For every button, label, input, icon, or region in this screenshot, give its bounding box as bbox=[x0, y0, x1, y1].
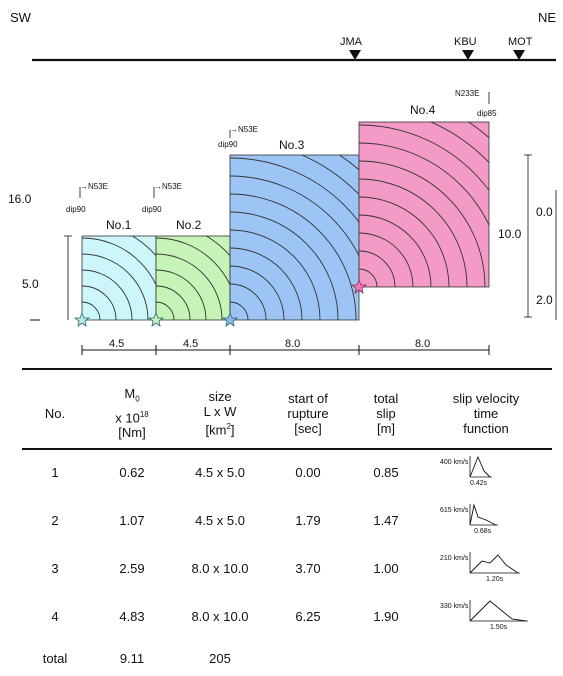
table-top-rule bbox=[22, 368, 552, 370]
strike-dip-no4: N233E dip85 bbox=[455, 89, 497, 118]
segment-label-no1: No.1 bbox=[106, 218, 132, 232]
strike-dip-no3: →N53E dip90 bbox=[218, 125, 258, 149]
station-kbu: KBU bbox=[454, 36, 477, 60]
width-label-10: 10.0 bbox=[498, 227, 522, 241]
svg-text:dip90: dip90 bbox=[66, 205, 86, 214]
table-header-row: No. M0 x 1018 [Nm] size L x W [km2] star… bbox=[22, 378, 552, 448]
segment-rect bbox=[230, 155, 359, 320]
table-row: 2 1.07 4.5 x 5.0 1.79 1.47 615 km/s 0.68… bbox=[22, 496, 552, 544]
col-svf: slip velocity time function bbox=[452, 390, 520, 436]
hypocenter-2-star-icon bbox=[147, 311, 165, 327]
col-m0: M0 x 1018 [Nm] bbox=[115, 386, 149, 440]
svg-text:dip85: dip85 bbox=[477, 109, 497, 118]
station-marker-icon bbox=[349, 50, 361, 60]
hypocenter-4-star-icon bbox=[350, 278, 368, 294]
svg-text:MOT: MOT bbox=[508, 36, 533, 48]
slip-velocity-function-4: 330 km/s 1.50s bbox=[440, 597, 532, 633]
hypocenter-1-star-icon bbox=[73, 311, 91, 327]
station-jma: JMA bbox=[340, 36, 363, 60]
hypocenter-3-star-icon bbox=[221, 311, 239, 327]
length-label-3: 8.0 bbox=[285, 338, 300, 350]
sw-label: SW bbox=[10, 10, 32, 25]
col-no: No. bbox=[44, 405, 66, 421]
table-row: 4 4.83 8.0 x 10.0 6.25 1.90 330 km/s 1.5… bbox=[22, 592, 552, 640]
svg-text:JMA: JMA bbox=[340, 36, 363, 48]
fault-model-diagram: SW NE JMA KBU MOT bbox=[8, 10, 557, 355]
svg-text:→N53E: →N53E bbox=[154, 182, 182, 191]
segment-rect bbox=[156, 236, 230, 320]
segment-no2 bbox=[155, 235, 231, 321]
segment-no4 bbox=[358, 121, 490, 288]
col-size: size L x W [km2] bbox=[203, 388, 237, 438]
segment-no1 bbox=[81, 235, 157, 321]
depth-label-2: 2.0 bbox=[536, 293, 553, 307]
station-mot: MOT bbox=[508, 36, 533, 60]
segment-label-no4: No.4 bbox=[410, 103, 436, 117]
length-label-4: 8.0 bbox=[415, 338, 430, 350]
slip-velocity-function-2: 615 km/s 0.68s bbox=[440, 501, 532, 537]
depth-label-16: 16.0 bbox=[8, 192, 32, 206]
segment-label-no2: No.2 bbox=[176, 218, 202, 232]
svg-text:→N53E: →N53E bbox=[230, 125, 258, 134]
table-row: 3 2.59 8.0 x 10.0 3.70 1.00 210 km/s 1.2… bbox=[22, 544, 552, 592]
table-total-row: total 9.11 205 bbox=[42, 650, 231, 666]
station-marker-icon bbox=[462, 50, 474, 60]
segment-rect bbox=[82, 236, 156, 320]
table-row: 1 0.62 4.5 x 5.0 0.00 0.85 400 km/s 0.42… bbox=[22, 448, 552, 496]
segment-rect bbox=[359, 122, 489, 287]
ne-label: NE bbox=[538, 10, 556, 25]
segment-parameter-table: No. M0 x 1018 [Nm] size L x W [km2] star… bbox=[22, 378, 552, 676]
length-scale: 4.5 4.5 8.0 8.0 bbox=[81, 338, 490, 355]
length-label-2: 4.5 bbox=[183, 338, 198, 350]
col-slip: total slip [m] bbox=[373, 390, 399, 436]
table-header-rule bbox=[22, 448, 552, 450]
svg-text:dip90: dip90 bbox=[218, 140, 238, 149]
segment-label-no3: No.3 bbox=[279, 138, 305, 152]
svg-text:→N53E: →N53E bbox=[80, 182, 108, 191]
svg-text:dip90: dip90 bbox=[142, 205, 162, 214]
depth-label-5: 5.0 bbox=[22, 277, 39, 291]
slip-velocity-function-3: 210 km/s 1.20s bbox=[440, 549, 532, 585]
col-start: start of rupture [sec] bbox=[287, 390, 329, 436]
svg-text:KBU: KBU bbox=[454, 36, 477, 48]
slip-velocity-function-1: 400 km/s 0.42s bbox=[440, 453, 532, 489]
svg-text:N233E: N233E bbox=[455, 89, 479, 98]
depth-label-0: 0.0 bbox=[536, 205, 553, 219]
station-marker-icon bbox=[513, 50, 525, 60]
strike-dip-no2: →N53E dip90 bbox=[142, 182, 182, 214]
strike-dip-no1: →N53E dip90 bbox=[66, 182, 108, 214]
length-label-1: 4.5 bbox=[109, 338, 124, 350]
segment-no3 bbox=[229, 154, 360, 321]
